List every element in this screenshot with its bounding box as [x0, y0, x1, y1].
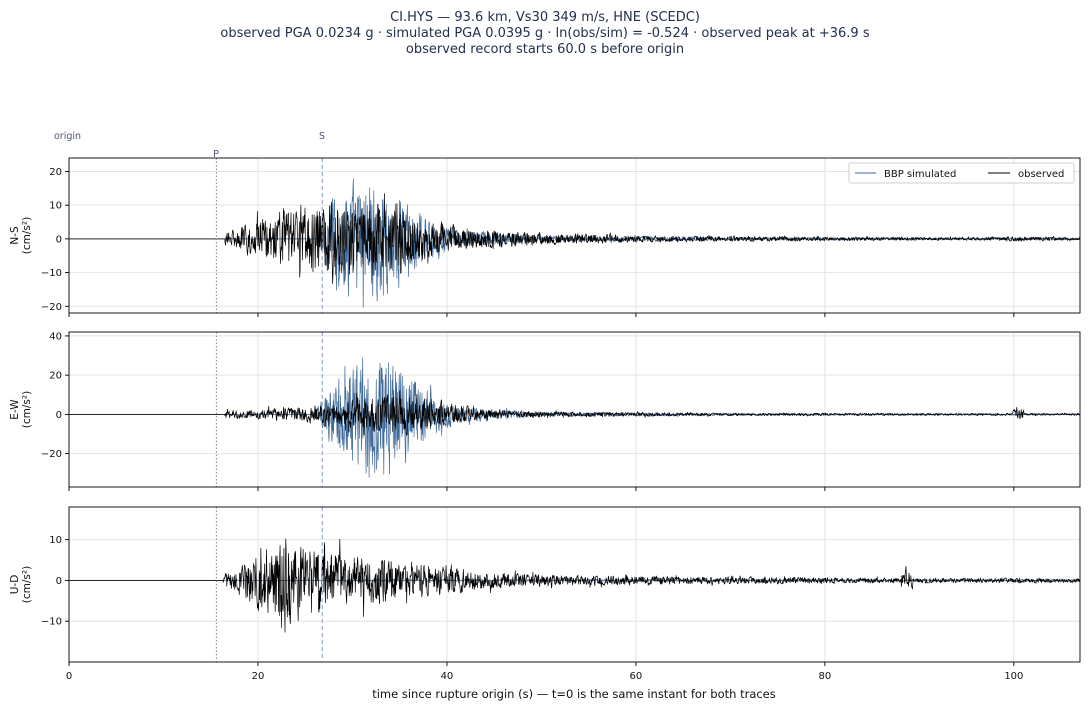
legend: BBP simulated observed — [848, 162, 1075, 184]
s-phase-label: S — [319, 131, 325, 142]
title-line-3: observed record starts 60.0 s before ori… — [406, 42, 684, 57]
y-axis-label: U-D(cm/s²) — [9, 566, 33, 603]
y-tick-label: −20 — [41, 302, 62, 313]
x-tick-label: 100 — [1004, 671, 1023, 682]
panels: −20−1001020N-S(cm/s²)−2002040E-W(cm/s²)−… — [9, 157, 1081, 682]
simulated-trace-1 — [69, 178, 1081, 308]
title-line-1: CI.HYS — 93.6 km, Vs30 349 m/s, HNE (SCE… — [390, 10, 700, 25]
y-tick-label: 0 — [56, 576, 62, 587]
y-tick-label: 20 — [49, 371, 62, 382]
x-tick-label: 60 — [630, 671, 643, 682]
panel-frame — [68, 157, 1081, 314]
x-tick-label: 40 — [441, 671, 454, 682]
y-tick-label: 0 — [56, 410, 62, 421]
observed-trace-2 — [69, 390, 1080, 436]
y-tick-label: −20 — [41, 449, 62, 460]
y-axis-label: N-S(cm/s²) — [9, 217, 33, 254]
x-tick-label: 80 — [819, 671, 832, 682]
observed-trace-3 — [69, 538, 1081, 633]
y-tick-label: 0 — [56, 234, 62, 245]
panel-2: −20 0 20 40 E-W(cm/s²) — [9, 331, 1081, 491]
x-tick-label: 0 — [66, 671, 72, 682]
legend-observed-label: observed — [1018, 169, 1064, 180]
y-tick-label: −10 — [41, 268, 62, 279]
observed-trace-1 — [69, 193, 1081, 285]
y-tick-label: −10 — [41, 617, 62, 628]
y-tick-label: 40 — [49, 331, 62, 342]
y-tick-label: 10 — [49, 201, 62, 212]
y-tick-label: 20 — [49, 167, 62, 178]
origin-label: origin — [54, 131, 81, 142]
y-axis-label: E-W(cm/s²) — [9, 391, 33, 428]
legend-simulated-label: BBP simulated — [884, 169, 956, 180]
y-tick-label: 10 — [49, 535, 62, 546]
title-line-2: observed PGA 0.0234 g · simulated PGA 0.… — [220, 26, 869, 41]
x-tick-label: 20 — [252, 671, 265, 682]
p-phase-label: P — [213, 149, 219, 160]
legend-box — [848, 162, 1075, 184]
panel-frame — [68, 331, 1081, 488]
panel-frame — [68, 506, 1081, 663]
x-axis-label: time since rupture origin (s) — t=0 is t… — [372, 687, 776, 701]
